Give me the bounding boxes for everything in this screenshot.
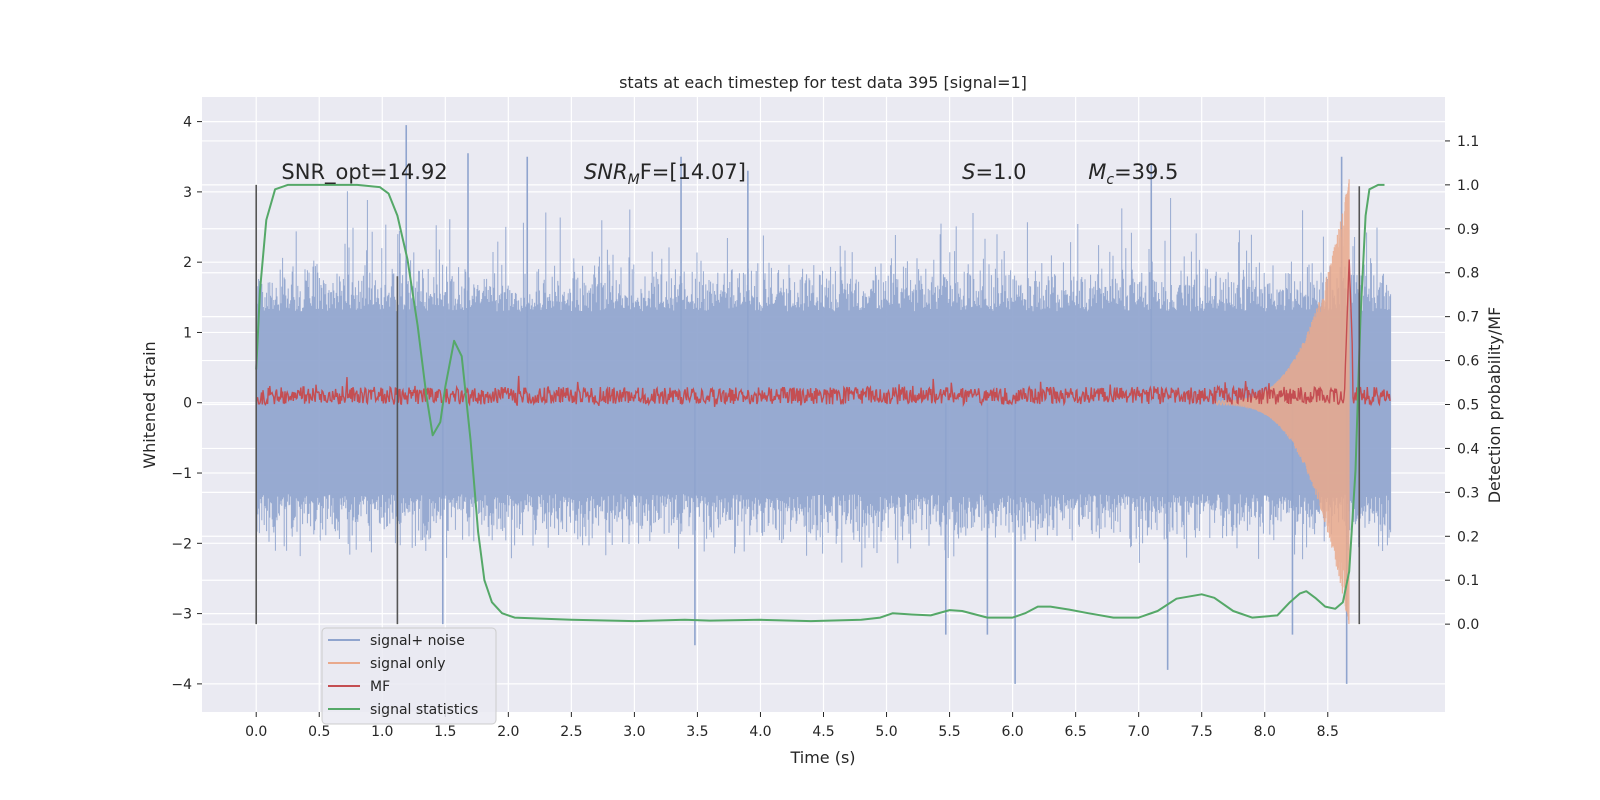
x-tick-label: 6.5 [1064, 724, 1086, 740]
x-tick-label: 0.5 [308, 724, 330, 740]
x-tick-label: 2.5 [560, 724, 582, 740]
x-tick-label: 4.5 [812, 724, 834, 740]
annotation-base: S [962, 160, 975, 184]
vertical-markers [255, 184, 1361, 625]
y-axis-ticks: 4 3 2 1 0 −1 −2 −3 −4 [171, 115, 202, 693]
legend-label-stats: signal statistics [370, 702, 478, 718]
annotation-base: M [1088, 160, 1106, 184]
x-axis-label: Time (s) [789, 748, 855, 767]
legend-box [321, 627, 497, 725]
y-right-axis-ticks: 1.1 1.0 0.9 0.8 0.7 0.6 0.5 0.4 0.3 0.2 0.1 0.0 [1445, 134, 1479, 633]
annotation-base: SNR [584, 160, 628, 184]
y-axis-label: Whitened strain [140, 341, 159, 468]
y-right-tick-label: 1.0 [1457, 178, 1479, 194]
legend-label-mf: MF [370, 679, 390, 695]
signal-statistics-series [255, 183, 1385, 623]
legend: signal+ noise signal only MF signal stat… [321, 627, 497, 725]
y-right-tick-label: 0.8 [1457, 266, 1479, 282]
y-right-tick-label: 0.7 [1457, 310, 1479, 326]
legend-label-noise: signal+ noise [370, 633, 465, 649]
y-right-tick-label: 0.9 [1457, 222, 1479, 238]
y-tick-label: −4 [171, 677, 192, 693]
y-tick-label: −2 [171, 536, 192, 552]
stats-trace [255, 183, 1385, 623]
y-right-tick-label: 1.1 [1457, 134, 1479, 150]
y-right-tick-label: 0.2 [1457, 529, 1479, 545]
x-tick-label: 7.0 [1128, 724, 1150, 740]
annotation-subscript: c [1106, 172, 1114, 188]
annotation-rest: =39.5 [1114, 160, 1178, 184]
annotation-0: SNR_opt=14.92 [281, 160, 447, 185]
x-tick-label: 2.0 [497, 724, 519, 740]
x-tick-label: 5.5 [938, 724, 960, 740]
y-right-tick-label: 0.1 [1457, 573, 1479, 589]
y-right-tick-label: 0.3 [1457, 485, 1479, 501]
x-tick-label: 7.5 [1191, 724, 1213, 740]
y-tick-label: 0 [183, 396, 192, 412]
x-tick-label: 1.0 [371, 724, 393, 740]
annotations: SNR_opt=14.92 SNRMF=[14.07] S=1.0 Mc=39.5 [281, 160, 1178, 188]
x-tick-label: 3.5 [686, 724, 708, 740]
x-axis-ticks: 0.0 0.5 1.0 1.5 2.0 2.5 3.0 3.5 4.0 4.5 5.0 5.5 6.0 6… [245, 712, 1339, 740]
x-tick-label: 3.0 [623, 724, 645, 740]
y-right-tick-label: 0.5 [1457, 398, 1479, 414]
x-tick-label: 8.0 [1254, 724, 1276, 740]
y-tick-label: 2 [183, 255, 192, 271]
y-right-axis-label: Detection probability/MF [1485, 307, 1504, 504]
legend-label-signal: signal only [370, 656, 445, 672]
y-tick-label: 1 [183, 325, 192, 341]
annotation-rest: =1.0 [976, 160, 1027, 184]
x-tick-label: 4.0 [749, 724, 771, 740]
chart-title: stats at each timestep for test data 395… [619, 73, 1027, 92]
y-tick-label: 4 [183, 115, 192, 131]
x-tick-label: 6.0 [1001, 724, 1023, 740]
x-tick-label: 8.5 [1317, 724, 1339, 740]
x-tick-label: 1.5 [434, 724, 456, 740]
y-right-tick-label: 0.6 [1457, 354, 1479, 370]
y-tick-label: −1 [171, 466, 192, 482]
x-tick-label: 0.0 [245, 724, 267, 740]
y-tick-label: 3 [183, 185, 192, 201]
y-right-tick-label: 0.0 [1457, 617, 1479, 633]
y-right-tick-label: 0.4 [1457, 441, 1479, 457]
annotation-subscript: M [628, 172, 640, 188]
annotation-rest: F=[14.07] [640, 160, 746, 184]
y-tick-label: −3 [171, 607, 192, 623]
x-tick-label: 5.0 [875, 724, 897, 740]
annotation-2: S=1.0 [962, 160, 1026, 184]
annotation-3: Mc=39.5 [1088, 160, 1178, 188]
annotation-1: SNRMF=[14.07] [584, 160, 746, 188]
